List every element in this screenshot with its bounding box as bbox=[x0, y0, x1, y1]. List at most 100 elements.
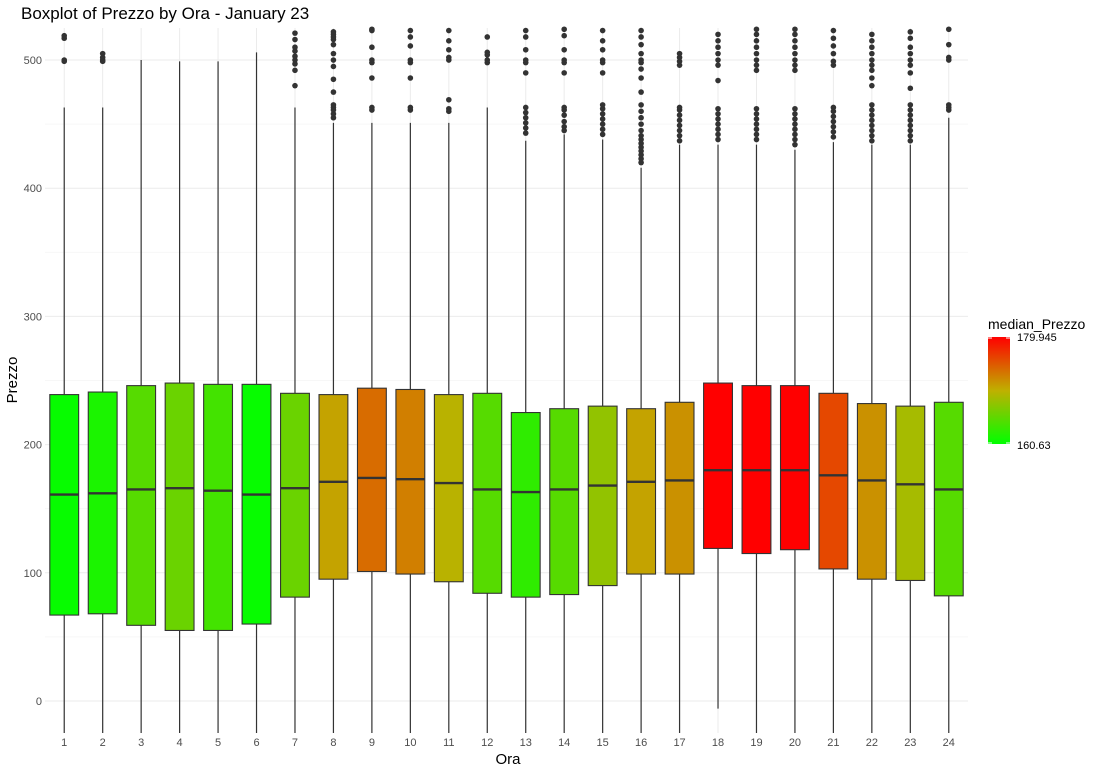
box-hour-4 bbox=[164, 61, 195, 733]
outlier-point bbox=[792, 126, 798, 133]
outlier-point bbox=[522, 130, 529, 136]
outlier-point bbox=[907, 122, 914, 129]
outlier-point bbox=[792, 26, 798, 33]
outlier-point bbox=[638, 41, 644, 48]
outlier-point bbox=[753, 67, 760, 74]
outlier-point bbox=[907, 127, 914, 134]
outlier-point bbox=[907, 50, 914, 57]
outlier-point bbox=[561, 112, 567, 118]
outlier-point bbox=[715, 105, 721, 112]
box-iqr bbox=[164, 382, 195, 632]
outlier-point bbox=[869, 67, 875, 74]
outlier-point bbox=[330, 41, 337, 48]
outlier-point bbox=[561, 123, 567, 130]
outlier-point bbox=[599, 70, 606, 76]
outlier-point bbox=[869, 57, 875, 63]
outlier-point bbox=[869, 122, 875, 129]
outlier-point bbox=[676, 127, 683, 134]
outlier-point bbox=[715, 111, 721, 117]
outlier-point bbox=[792, 141, 798, 148]
box-hour-12 bbox=[472, 34, 503, 733]
outlier-point bbox=[753, 111, 760, 117]
outlier-point bbox=[330, 76, 337, 83]
boxes bbox=[49, 26, 964, 733]
outlier-point bbox=[792, 131, 798, 138]
outlier-point bbox=[638, 121, 644, 127]
outlier-point bbox=[599, 57, 606, 63]
y-tick-label: 100 bbox=[24, 568, 42, 580]
outlier-point bbox=[638, 132, 644, 139]
x-tick-label: 21 bbox=[827, 737, 839, 749]
box-iqr bbox=[433, 394, 464, 583]
x-tick-label: 20 bbox=[789, 737, 801, 749]
outlier-point bbox=[830, 50, 837, 57]
y-tick-label: 300 bbox=[24, 311, 42, 323]
box-hour-17 bbox=[664, 50, 695, 733]
outlier-point bbox=[638, 66, 644, 72]
outlier-point bbox=[830, 113, 837, 120]
outlier-point bbox=[907, 85, 914, 92]
outlier-point bbox=[599, 116, 606, 122]
outlier-point bbox=[869, 62, 875, 68]
outlier-point bbox=[753, 50, 760, 57]
box-iqr bbox=[241, 383, 272, 625]
outlier-point bbox=[792, 50, 798, 57]
x-axis-title: Ora bbox=[495, 751, 521, 768]
outlier-point bbox=[907, 35, 914, 42]
outlier-point bbox=[330, 102, 337, 108]
outlier-point bbox=[561, 46, 567, 53]
outlier-point bbox=[561, 26, 567, 33]
outlier-point bbox=[599, 46, 606, 53]
outlier-point bbox=[407, 104, 414, 111]
x-tick-label: 13 bbox=[520, 737, 532, 749]
outlier-point bbox=[792, 116, 798, 122]
outlier-point bbox=[561, 70, 567, 76]
outlier-point bbox=[753, 121, 760, 127]
outlier-point bbox=[715, 38, 721, 44]
outlier-point bbox=[522, 46, 529, 53]
outlier-point bbox=[869, 50, 875, 57]
outlier-point bbox=[869, 31, 875, 38]
outlier-point bbox=[407, 57, 414, 63]
outlier-point bbox=[638, 144, 644, 151]
outlier-point bbox=[869, 38, 875, 44]
outlier-point bbox=[292, 36, 298, 43]
outlier-point bbox=[715, 44, 721, 51]
outlier-point bbox=[369, 104, 375, 111]
outlier-point bbox=[715, 121, 721, 127]
outlier-point bbox=[792, 44, 798, 51]
x-tick-label: 15 bbox=[597, 737, 609, 749]
x-tick-label: 1 bbox=[61, 737, 67, 749]
x-tick-label: 22 bbox=[866, 737, 878, 749]
outlier-point bbox=[753, 31, 760, 38]
box-hour-14 bbox=[549, 26, 580, 733]
outlier-point bbox=[292, 61, 298, 67]
outlier-point bbox=[907, 44, 914, 51]
outlier-point bbox=[715, 116, 721, 122]
outlier-point bbox=[484, 57, 491, 63]
outlier-point bbox=[715, 57, 721, 63]
box-hour-3 bbox=[126, 60, 157, 733]
x-tick-label: 9 bbox=[369, 737, 375, 749]
outlier-point bbox=[753, 131, 760, 138]
y-axis-title: Prezzo bbox=[4, 357, 21, 404]
outlier-point bbox=[753, 126, 760, 133]
outlier-point bbox=[907, 112, 914, 118]
outlier-point bbox=[522, 27, 529, 34]
box-iqr bbox=[395, 388, 426, 575]
x-tick-label: 6 bbox=[253, 737, 259, 749]
outlier-point bbox=[830, 43, 837, 49]
outlier-point bbox=[907, 62, 914, 68]
outlier-point bbox=[869, 44, 875, 51]
outlier-point bbox=[638, 27, 644, 34]
outlier-point bbox=[561, 104, 567, 111]
box-hour-24 bbox=[933, 26, 964, 733]
outlier-point bbox=[599, 38, 606, 44]
outlier-point bbox=[292, 57, 298, 63]
outlier-point bbox=[945, 41, 952, 48]
outlier-point bbox=[869, 82, 875, 89]
outlier-point bbox=[869, 107, 875, 113]
x-tick-label: 23 bbox=[904, 737, 916, 749]
outlier-point bbox=[907, 70, 914, 76]
outlier-point bbox=[61, 57, 68, 63]
